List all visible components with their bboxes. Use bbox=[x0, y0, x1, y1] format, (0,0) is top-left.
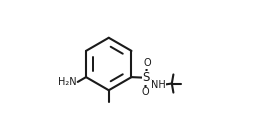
Text: O: O bbox=[143, 58, 151, 68]
Text: S: S bbox=[143, 71, 150, 84]
Text: H₂N: H₂N bbox=[58, 77, 77, 87]
Text: NH: NH bbox=[151, 80, 166, 90]
Text: O: O bbox=[141, 87, 149, 98]
